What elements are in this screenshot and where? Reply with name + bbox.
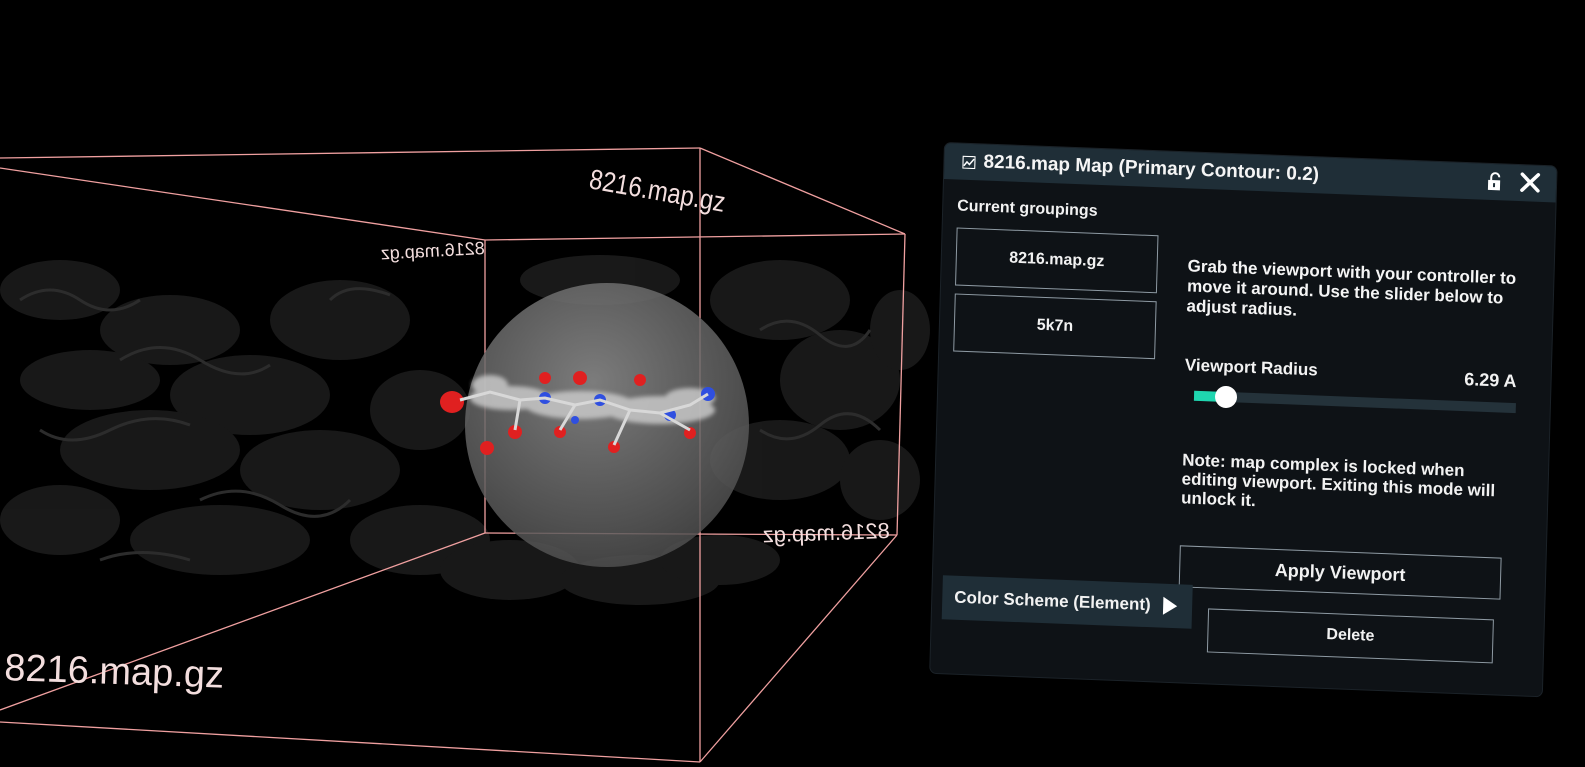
lock-note: Note: map complex is locked when editing… [1180, 450, 1496, 511]
viewport-radius-slider[interactable] [1193, 385, 1516, 414]
grouping-button-5k7n[interactable]: 5k7n [953, 293, 1157, 360]
panel-title: 8216.map Map (Primary Contour: 0.2) [983, 151, 1320, 186]
box-label-top-right: 8216.map.gz [587, 163, 728, 219]
molecule-5k7n [440, 371, 715, 455]
play-icon [1162, 596, 1178, 615]
map-settings-panel: 8216.map Map (Primary Contour: 0.2) Curr… [930, 143, 1557, 697]
grouping-button-map[interactable]: 8216.map.gz [955, 227, 1159, 294]
viewport-sphere[interactable] [465, 283, 749, 567]
viewport-instructions: Grab the viewport with your controller t… [1186, 256, 1517, 320]
density-mesh-highlights [19, 287, 882, 562]
box-label-bottom-left: 8216.map.gz [4, 647, 225, 697]
box-label-right-mirrored: 8216.map.gz [762, 518, 890, 547]
map-icon [962, 155, 976, 169]
color-scheme-button[interactable]: Color Scheme (Element) [941, 575, 1193, 629]
panel-header[interactable]: 8216.map Map (Primary Contour: 0.2) [943, 143, 1557, 203]
viewport-radius-value: 6.29 A [1463, 369, 1517, 392]
apply-viewport-button[interactable]: Apply Viewport [1178, 545, 1502, 600]
lock-open-icon[interactable] [1486, 172, 1505, 193]
groupings-label: Current groupings [957, 197, 1098, 220]
delete-button[interactable]: Delete [1206, 608, 1494, 664]
box-label-top-left-mirrored: 8216.map.gz [380, 238, 485, 263]
viewport-radius-label: Viewport Radius [1184, 355, 1318, 380]
density-mesh [0, 255, 930, 605]
slider-thumb[interactable] [1214, 385, 1238, 409]
color-scheme-label: Color Scheme (Element) [954, 587, 1151, 615]
close-icon[interactable] [1518, 170, 1543, 195]
